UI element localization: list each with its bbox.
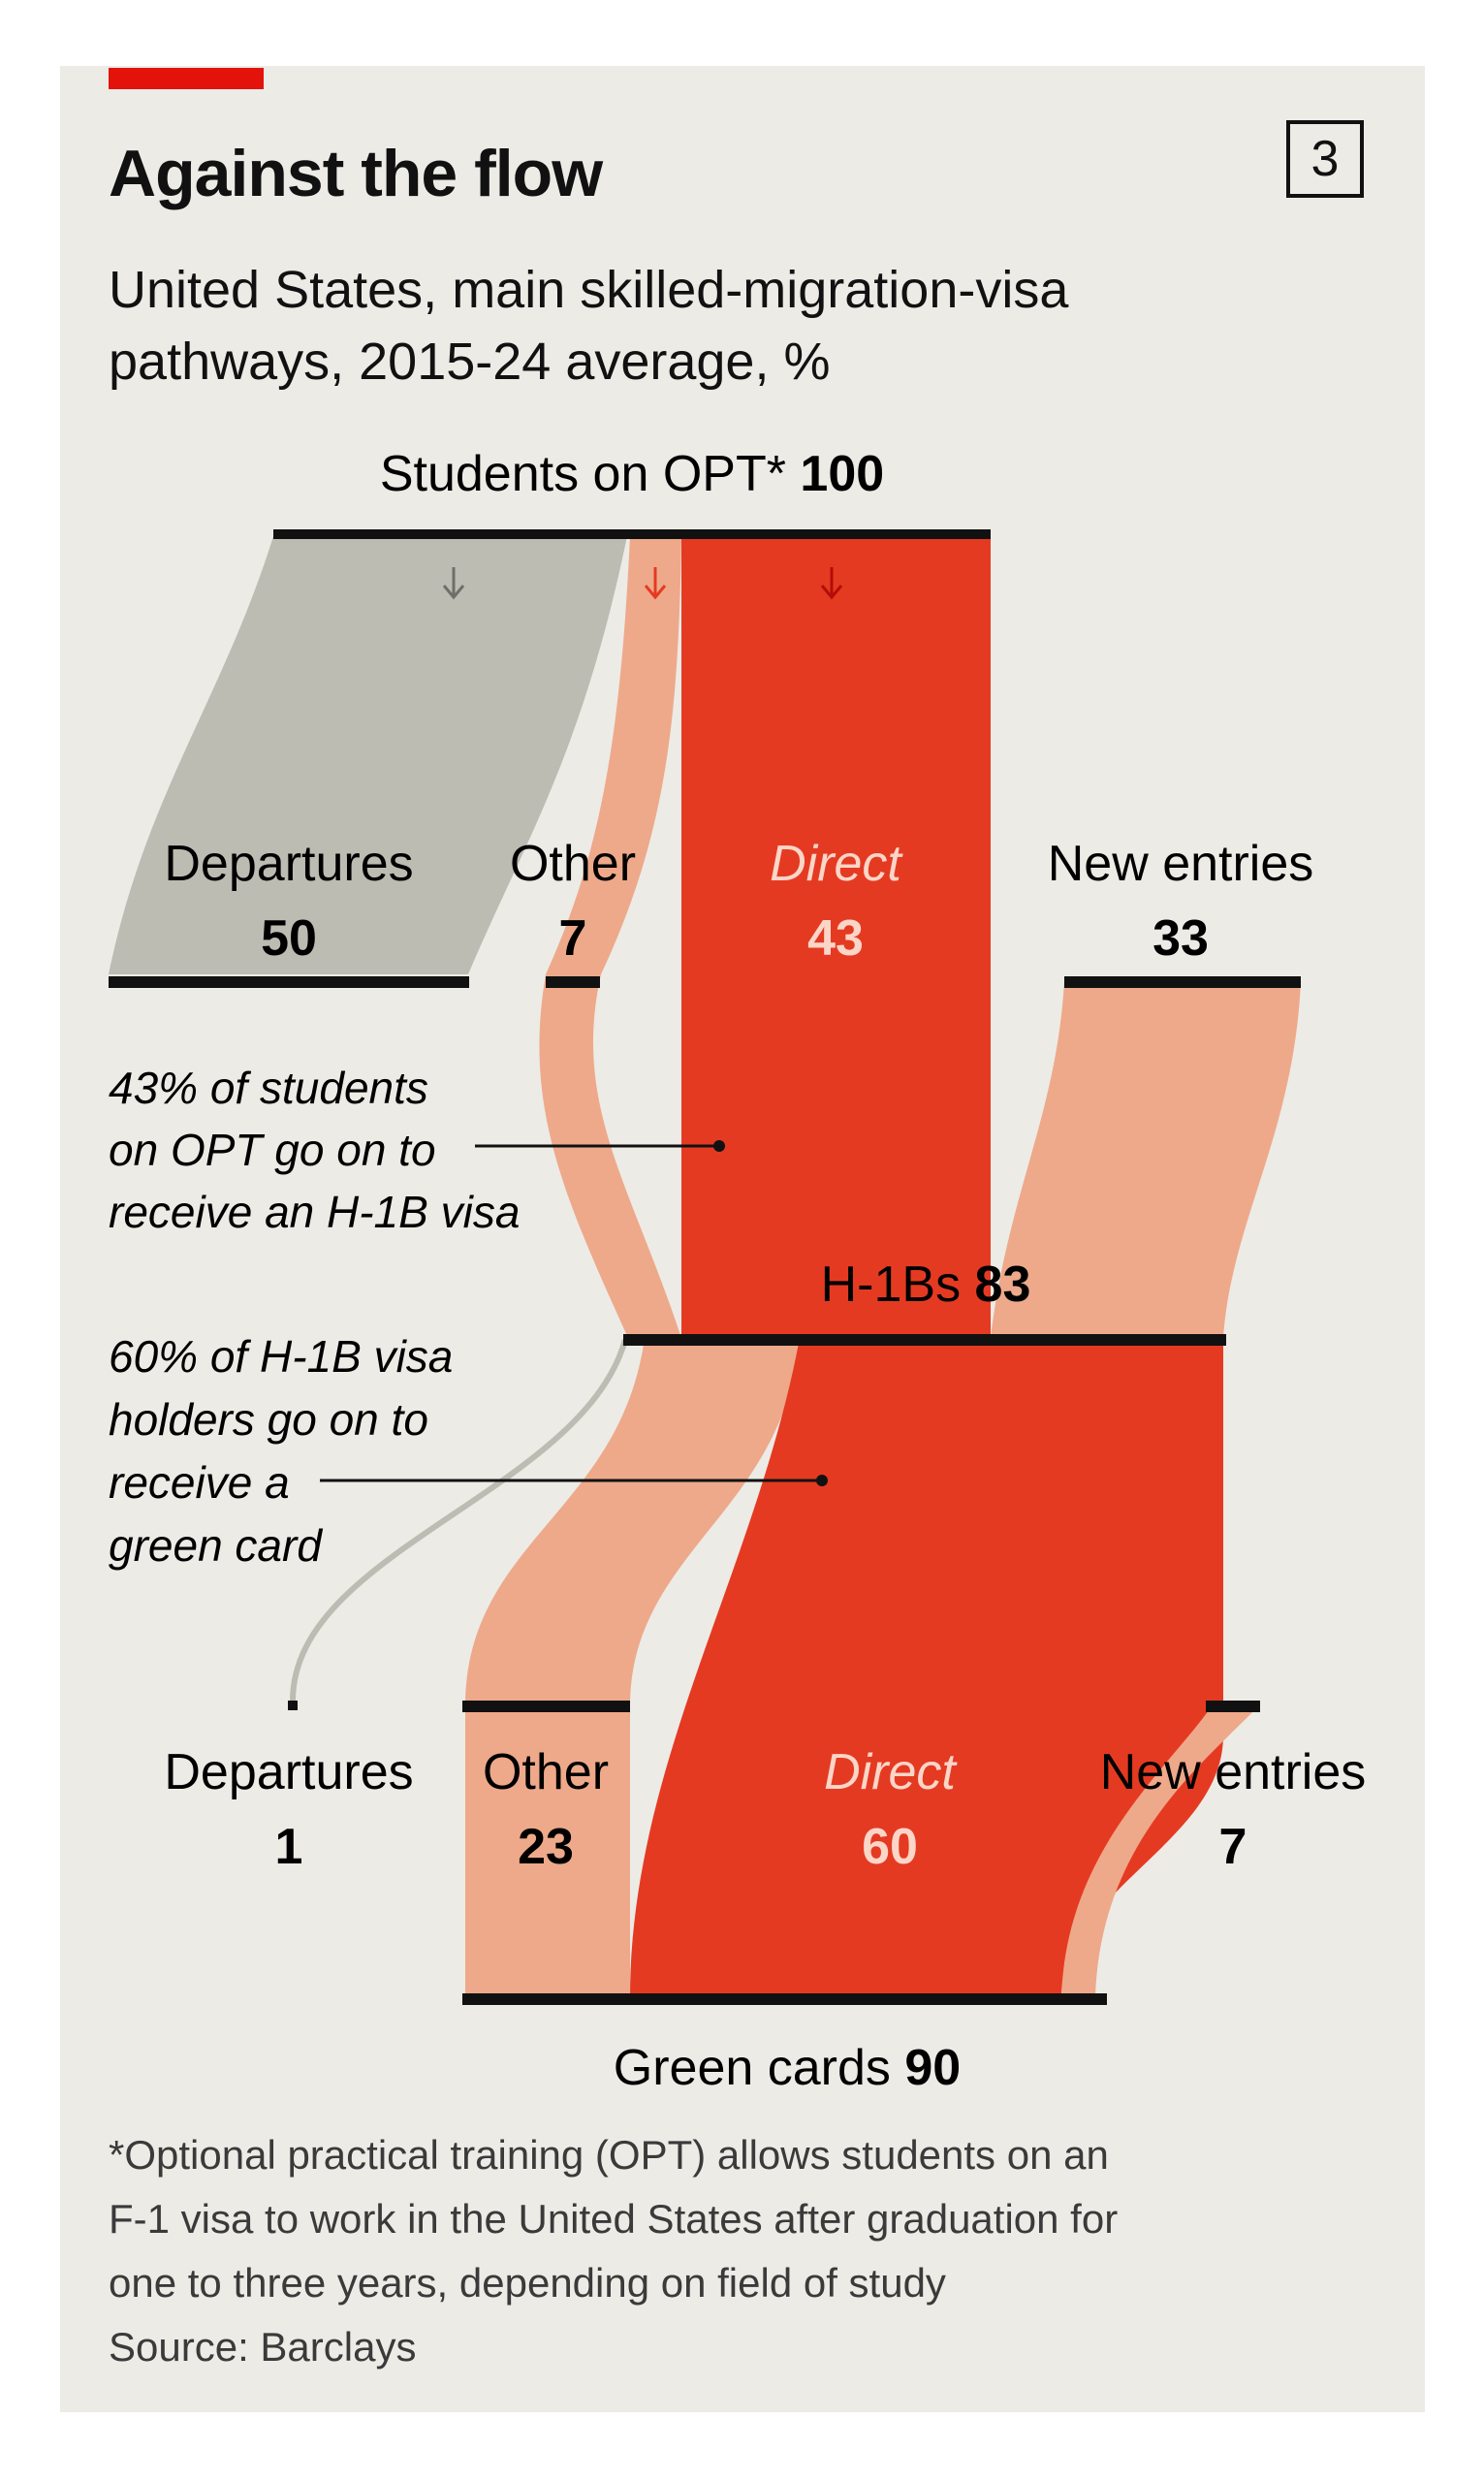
direct-2-value: 60 — [862, 1819, 918, 1875]
footnote-line: *Optional practical training (OPT) allow… — [109, 2132, 1109, 2178]
departures-1-bar — [109, 976, 469, 988]
other-2-bar — [462, 1701, 630, 1712]
departures-2-value: 1 — [275, 1819, 303, 1875]
annotation-leader-dot — [713, 1140, 725, 1152]
direct-1-name: Direct — [770, 836, 903, 892]
annotation-h1b-to-green: 60% of H-1B visa holders go on to receiv… — [109, 1331, 453, 1571]
direct-2-name: Direct — [824, 1744, 958, 1800]
flow-other-2-to-green — [465, 1706, 630, 1997]
h1b-label: H-1Bs 83 — [821, 1257, 1031, 1313]
chart-number-badge: 3 — [1286, 120, 1364, 198]
students-bar — [273, 529, 991, 539]
departures-1-name: Departures — [164, 836, 413, 892]
footnote-line: F-1 visa to work in the United States af… — [109, 2196, 1119, 2242]
other-1-value: 7 — [559, 910, 587, 967]
arrow-down-icon — [820, 567, 843, 600]
source-line: Source: Barclays — [109, 2324, 417, 2370]
annotation-line: on OPT go on to — [109, 1125, 436, 1175]
brand-red-rule — [109, 68, 264, 89]
green-cards-label: Green cards 90 — [614, 2040, 961, 2096]
new-entries-1-value: 33 — [1152, 910, 1209, 967]
new-entries-2-name: New entries — [1100, 1744, 1367, 1800]
footnote: *Optional practical training (OPT) allow… — [109, 2123, 1223, 2379]
flow-departures-2 — [289, 1339, 628, 1703]
annotation-leader-dot — [816, 1475, 828, 1486]
flow-other-1-ribbon — [546, 536, 681, 974]
departures-1-value: 50 — [261, 910, 317, 967]
other-1-name: Other — [510, 836, 636, 892]
flow-direct-2 — [630, 1338, 1223, 1997]
flow-departures-1 — [109, 536, 627, 974]
arrow-down-icon — [442, 567, 465, 600]
annotation-line: receive a — [109, 1457, 290, 1508]
other-2-value: 23 — [518, 1819, 574, 1875]
other-2-name: Other — [483, 1744, 609, 1800]
subtitle-line-2: pathways, 2015-24 average, % — [109, 333, 831, 391]
annotation-line: 43% of students — [109, 1063, 428, 1113]
flow-direct-1 — [681, 536, 991, 1338]
direct-1-value: 43 — [807, 910, 864, 967]
subtitle-line-1: United States, main skilled-migration-vi… — [109, 261, 1069, 319]
new-entries-2-bar — [1206, 1701, 1260, 1712]
new-entries-1-name: New entries — [1048, 836, 1314, 892]
arrow-down-icon — [644, 567, 667, 600]
departures-2-bar — [288, 1701, 298, 1710]
new-entries-2-value: 7 — [1219, 1819, 1247, 1875]
green-cards-bar — [462, 1993, 1107, 2005]
annotation-line: holders go on to — [109, 1394, 428, 1445]
annotation-line: green card — [109, 1520, 323, 1571]
chart-title: Against the flow — [109, 137, 603, 210]
flow-other-1-to-h1b — [539, 974, 681, 1338]
flow-other-2 — [465, 1338, 800, 1706]
flow-new-entries-2 — [1061, 1706, 1258, 1997]
departures-2-name: Departures — [164, 1744, 413, 1800]
annotation-line: 60% of H-1B visa — [109, 1331, 453, 1382]
new-entries-1-bar — [1064, 976, 1301, 988]
other-1-bar — [546, 976, 600, 988]
flow-new-entries-1 — [991, 981, 1301, 1338]
h1b-bar — [623, 1334, 1226, 1346]
annotation-line: receive an H-1B visa — [109, 1187, 520, 1237]
students-label: Students on OPT* 100 — [380, 446, 884, 502]
chart-subtitle: United States, main skilled-migration-vi… — [109, 254, 1223, 398]
footnote-line: one to three years, depending on field o… — [109, 2260, 946, 2306]
annotation-opt-to-h1b: 43% of students on OPT go on to receive … — [109, 1063, 520, 1237]
